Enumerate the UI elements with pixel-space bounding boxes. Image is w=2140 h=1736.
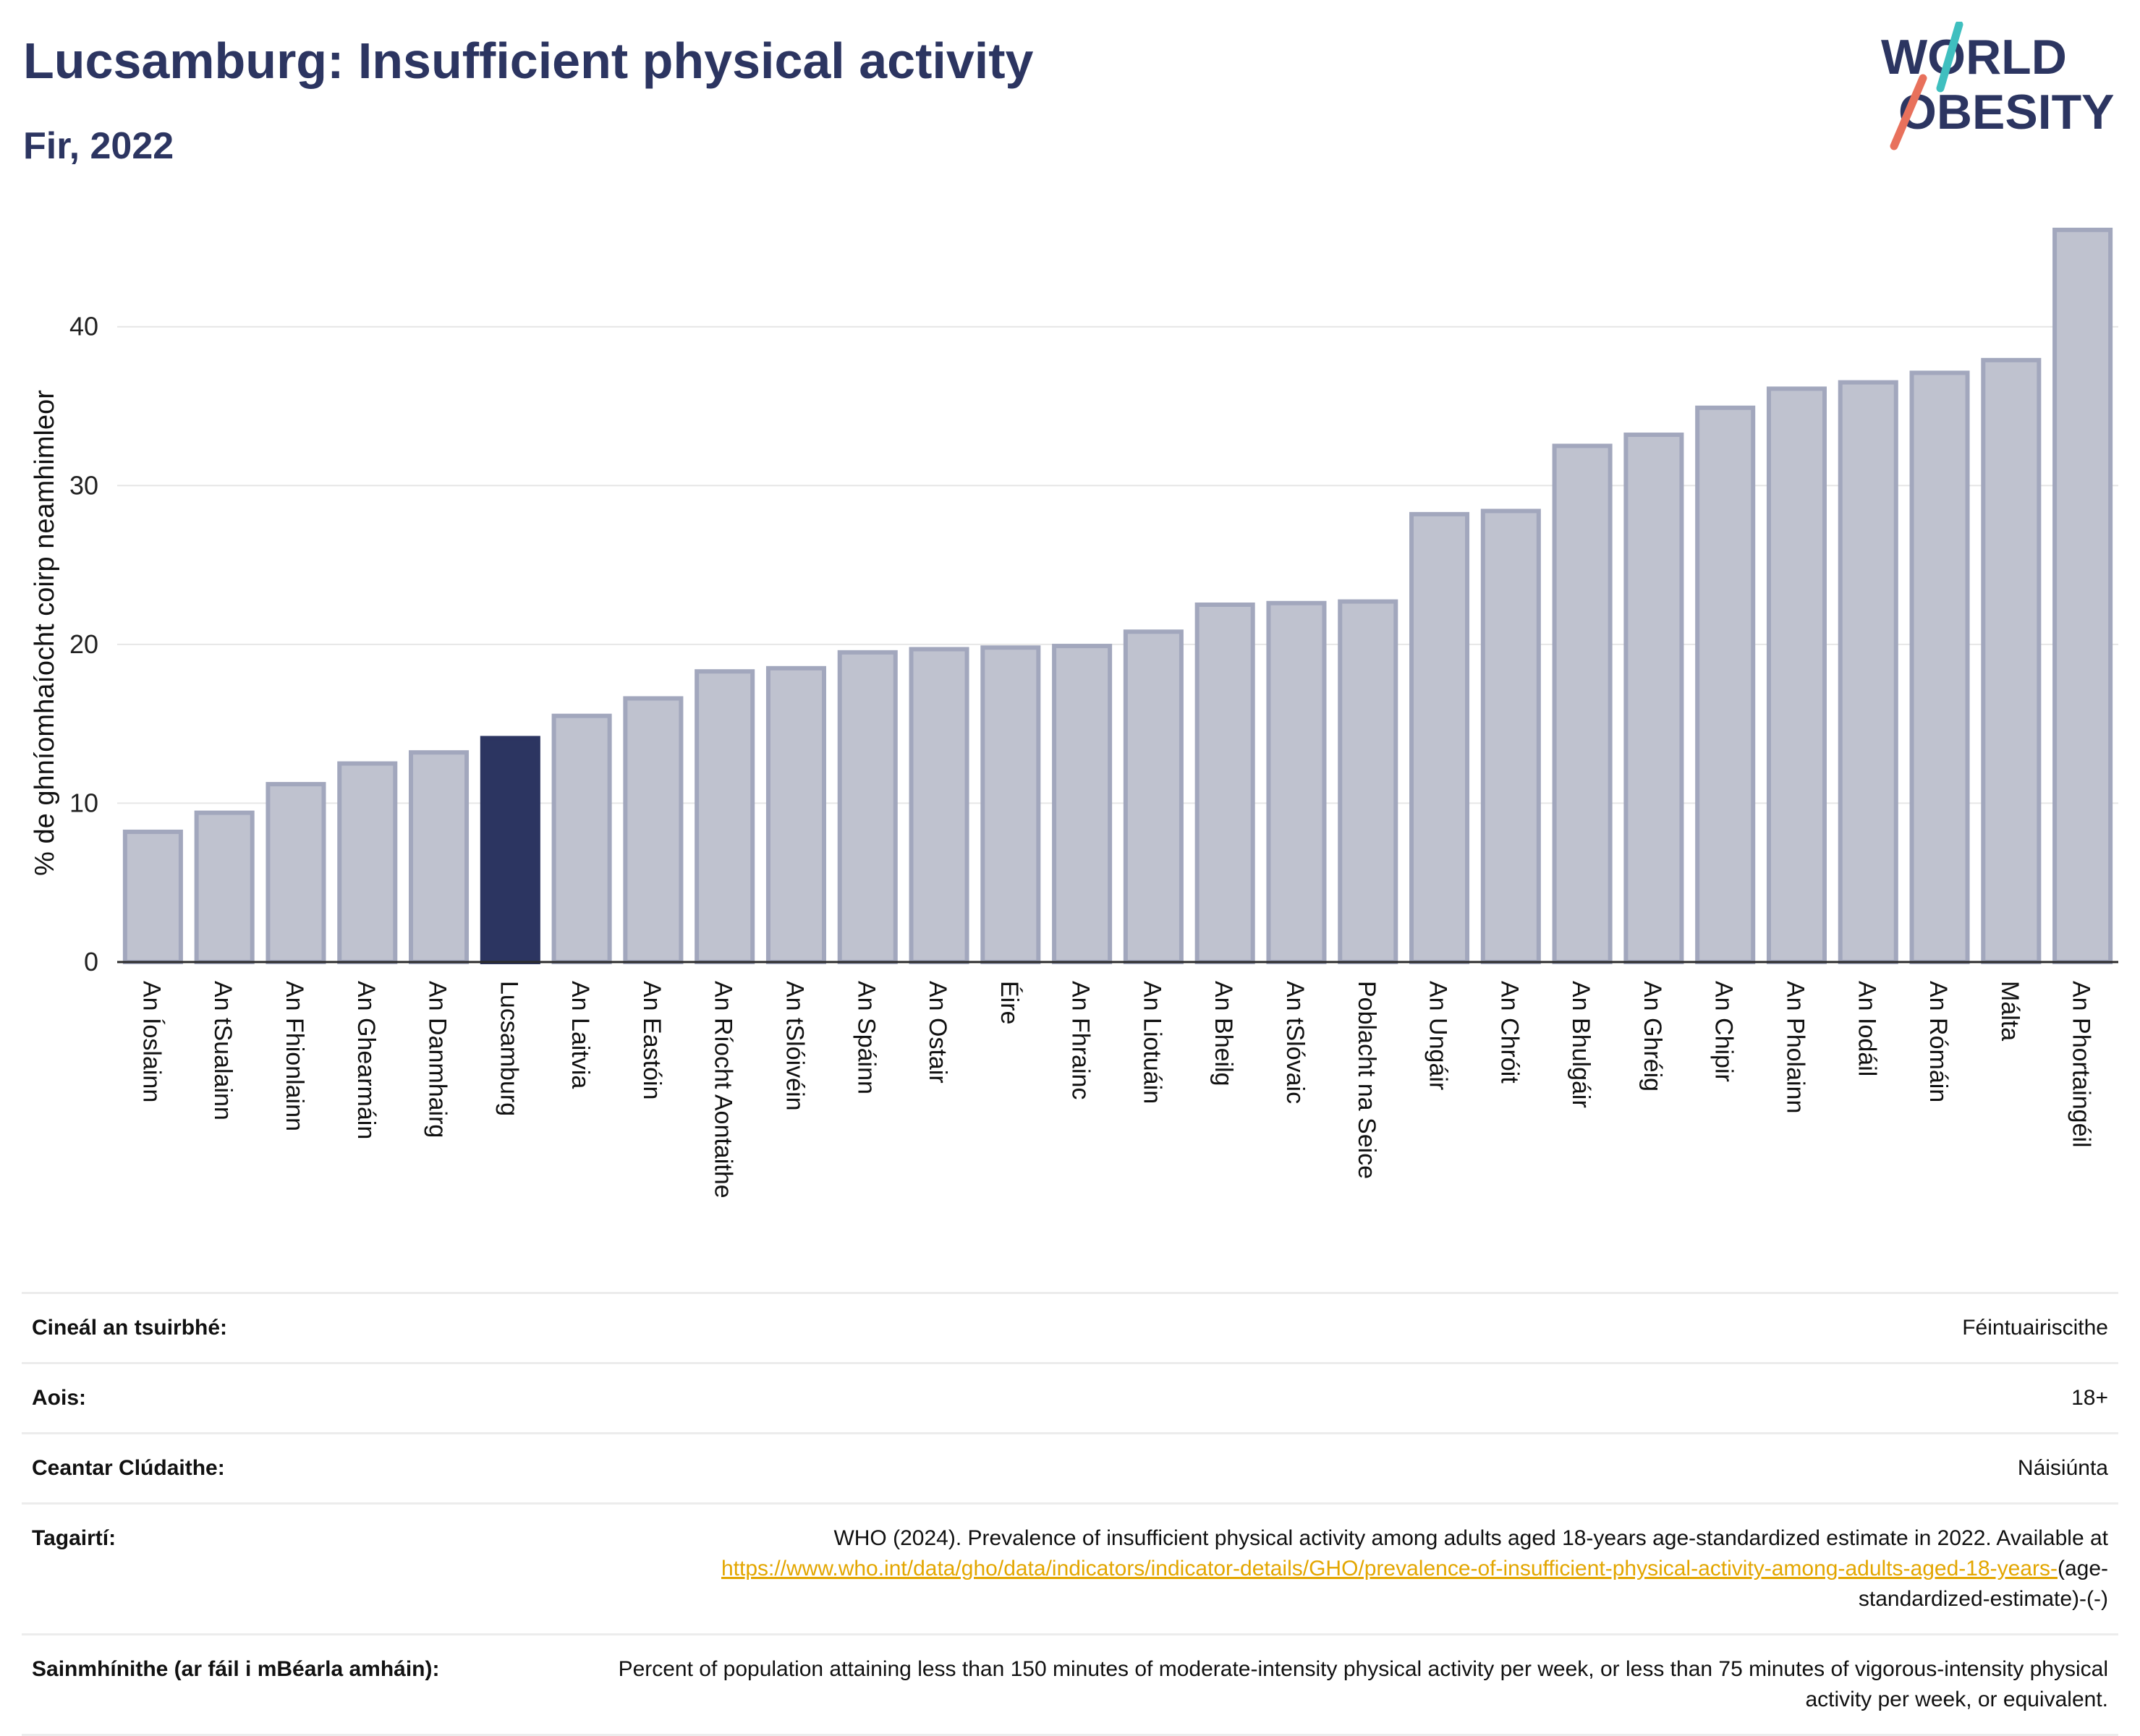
bar xyxy=(1338,599,1398,965)
x-category-label: Málta xyxy=(1996,981,2024,1041)
reference-suffix: (age-standardized-estimate)-(-) xyxy=(1858,1557,2108,1611)
x-category-label: An Spáinn xyxy=(852,981,880,1094)
x-category-label: An Fhionlainn xyxy=(281,981,308,1131)
meta-label: Tagairtí: xyxy=(32,1526,116,1550)
bar xyxy=(1695,405,1756,964)
bar xyxy=(122,829,183,965)
x-category-label: Poblacht na Seice xyxy=(1353,981,1380,1179)
x-category-label: An Ghréig xyxy=(1639,981,1666,1092)
bar xyxy=(337,761,398,964)
logo-text-world: WORLD xyxy=(1881,30,2067,85)
meta-value: WHO (2024). Prevalence of insufficient p… xyxy=(606,1504,2118,1635)
bar xyxy=(623,696,684,964)
reference-text: WHO (2024). Prevalence of insufficient p… xyxy=(833,1526,2108,1550)
bar xyxy=(551,713,612,964)
bar xyxy=(409,750,470,964)
meta-label: Aois: xyxy=(32,1386,86,1410)
reference-link[interactable]: https://www.who.int/data/gho/data/indica… xyxy=(721,1557,2058,1580)
x-category-label: An Laitvia xyxy=(566,981,594,1089)
x-category-label: An tSlóvaic xyxy=(1281,981,1309,1104)
bar xyxy=(1194,602,1255,964)
x-category-labels: An Íoslainn An tSualainn An Fhionlainn An G… xyxy=(137,981,2094,1199)
bar xyxy=(1909,370,1970,965)
x-category-label: An Iodáil xyxy=(1853,981,1880,1076)
x-category-label: An Fhrainc xyxy=(1067,981,1095,1099)
y-tick-label: 10 xyxy=(69,788,98,817)
bar xyxy=(1266,600,1327,964)
bar xyxy=(909,647,969,965)
x-category-label: Lucsamburg xyxy=(495,981,522,1116)
bar xyxy=(194,810,255,965)
bar xyxy=(980,645,1041,964)
x-category-label: An Ríocht Aontaithe xyxy=(710,981,737,1199)
bar xyxy=(1838,380,1898,964)
meta-value: 18+ xyxy=(2071,1386,2108,1410)
bar xyxy=(1052,644,1113,965)
bar-chart: 0 10 20 30 40 An Íoslainn An tSualainn An Fhio… xyxy=(30,227,2118,1199)
x-category-label: An tSlóivéin xyxy=(781,981,808,1111)
meta-label: Sainmhínithe (ar fáil i mBéarla amháin): xyxy=(32,1657,440,1681)
meta-value: Náisiúnta xyxy=(2017,1456,2108,1480)
x-category-label: An tSualainn xyxy=(209,981,237,1120)
logo-slash-teal xyxy=(1936,22,1963,93)
metadata-table: Cineál an tsuirbhé: Féintuairiscithe Aoi… xyxy=(22,1292,2118,1736)
x-category-label: An Íoslainn xyxy=(137,981,165,1102)
meta-row-age: Aois: 18+ xyxy=(22,1363,2118,1434)
x-category-label: An Bhulgáir xyxy=(1567,981,1595,1108)
bar xyxy=(1552,443,1613,965)
bar xyxy=(695,669,755,965)
bars xyxy=(117,227,2118,965)
y-tick-label: 0 xyxy=(84,947,98,977)
meta-row-references: Tagairtí: WHO (2024). Prevalence of insu… xyxy=(22,1503,2118,1635)
x-category-label: An Chipir xyxy=(1710,981,1738,1082)
bar-highlighted xyxy=(480,736,540,964)
bar xyxy=(1981,357,2042,964)
bar xyxy=(1123,629,1184,964)
bar xyxy=(2052,227,2113,965)
meta-value: Féintuairiscithe xyxy=(1962,1316,2108,1340)
x-category-label: An Ungáir xyxy=(1424,981,1452,1090)
y-tick-labels: 0 10 20 30 40 xyxy=(69,312,98,977)
page-subtitle: Fir, 2022 xyxy=(23,125,174,167)
y-tick-label: 20 xyxy=(69,629,98,659)
meta-label: Cineál an tsuirbhé: xyxy=(32,1316,228,1340)
x-category-label: An Liotuáin xyxy=(1138,981,1165,1104)
x-category-label: An Pholainn xyxy=(1781,981,1809,1113)
y-axis-label: % de ghníomhaíocht coirp neamhimleor xyxy=(30,390,60,876)
logo-text-obesity: OBESITY xyxy=(1898,85,2115,140)
world-obesity-logo: WORLD OBESITY xyxy=(1881,22,2115,150)
x-category-label: An Eastóin xyxy=(638,981,666,1099)
meta-row-survey-type: Cineál an tsuirbhé: Féintuairiscithe xyxy=(22,1293,2118,1363)
meta-row-definitions: Sainmhínithe (ar fáil i mBéarla amháin):… xyxy=(22,1634,2118,1735)
bar xyxy=(1409,511,1470,964)
meta-row-coverage: Ceantar Clúdaithe: Náisiúnta xyxy=(22,1433,2118,1504)
x-category-label: An Chróit xyxy=(1495,981,1523,1084)
bar xyxy=(1766,386,1827,964)
bar xyxy=(837,650,898,964)
y-tick-label: 40 xyxy=(69,312,98,341)
x-category-label: An Ostair xyxy=(924,981,951,1084)
x-category-label: Éire xyxy=(995,981,1023,1024)
x-category-label: An Ghearmáin xyxy=(352,981,380,1139)
y-tick-label: 30 xyxy=(69,470,98,500)
logo-slash-coral xyxy=(1890,74,1927,150)
x-category-label: An Bheilg xyxy=(1210,981,1237,1086)
meta-value: Percent of population attaining less tha… xyxy=(618,1657,2108,1711)
bar xyxy=(1480,509,1541,965)
bar xyxy=(1623,433,1684,965)
meta-label: Ceantar Clúdaithe: xyxy=(32,1456,225,1480)
x-category-label: An Phortaingéil xyxy=(2068,981,2095,1148)
x-category-label: An Danmhairg xyxy=(424,981,451,1138)
page-title: Lucsamburg: Insufficient physical activi… xyxy=(23,33,1034,89)
x-category-label: An Rómáin xyxy=(1924,981,1952,1102)
bar xyxy=(765,665,826,964)
bar xyxy=(266,782,326,965)
